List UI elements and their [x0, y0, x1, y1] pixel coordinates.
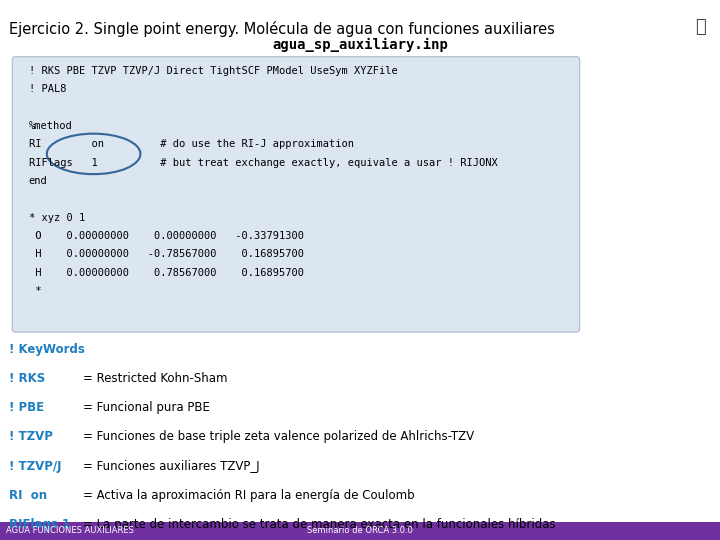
- FancyBboxPatch shape: [12, 57, 580, 332]
- Bar: [0, 522, 720, 540]
- Text: end: end: [29, 176, 48, 186]
- Text: H    0.00000000   -0.78567000    0.16895700: H 0.00000000 -0.78567000 0.16895700: [29, 249, 304, 260]
- Text: ! KeyWords: ! KeyWords: [9, 343, 85, 356]
- Text: 🚀: 🚀: [695, 18, 706, 36]
- Text: Seminario de ORCA 3.0.0: Seminario de ORCA 3.0.0: [307, 526, 413, 535]
- Text: * xyz 0 1: * xyz 0 1: [29, 213, 85, 223]
- Text: ! RKS PBE TZVP TZVP/J Direct TightSCF PModel UseSym XYZFile: ! RKS PBE TZVP TZVP/J Direct TightSCF PM…: [29, 66, 397, 76]
- Text: = La parte de intercambio se trata de manera exacta en la funcionales híbridas: = La parte de intercambio se trata de ma…: [83, 518, 555, 531]
- Text: ! TZVP/J: ! TZVP/J: [9, 460, 62, 472]
- Text: O    0.00000000    0.00000000   -0.33791300: O 0.00000000 0.00000000 -0.33791300: [29, 231, 304, 241]
- Text: = Funciones auxiliares TZVP_J: = Funciones auxiliares TZVP_J: [83, 460, 259, 472]
- Text: ! PBE: ! PBE: [9, 401, 45, 414]
- Text: RIFlags   1          # but treat exchange exactly, equivale a usar ! RIJONX: RIFlags 1 # but treat exchange exactly, …: [29, 158, 498, 168]
- Text: %method: %method: [29, 121, 73, 131]
- Text: = Funciones de base triple zeta valence polarized de Ahlrichs-TZV: = Funciones de base triple zeta valence …: [83, 430, 474, 443]
- Text: AGUA FUNCIONES AUXILIARES: AGUA FUNCIONES AUXILIARES: [6, 526, 134, 535]
- Text: RIFlags 1: RIFlags 1: [9, 518, 71, 531]
- Text: = Funcional pura PBE: = Funcional pura PBE: [83, 401, 210, 414]
- Text: = Activa la aproximación RI para la energía de Coulomb: = Activa la aproximación RI para la ener…: [83, 489, 415, 502]
- Text: agua_sp_auxiliary.inp: agua_sp_auxiliary.inp: [272, 38, 448, 52]
- Text: RI  on: RI on: [9, 489, 48, 502]
- Text: ! TZVP: ! TZVP: [9, 430, 53, 443]
- Text: = Restricted Kohn-Sham: = Restricted Kohn-Sham: [83, 372, 228, 385]
- Text: Ejercicio 2. Single point energy. Molécula de agua con funciones auxiliares: Ejercicio 2. Single point energy. Molécu…: [9, 21, 555, 37]
- Text: *: *: [29, 286, 41, 296]
- Text: H    0.00000000    0.78567000    0.16895700: H 0.00000000 0.78567000 0.16895700: [29, 268, 304, 278]
- Text: RI        on         # do use the RI-J approximation: RI on # do use the RI-J approximation: [29, 139, 354, 150]
- Text: ! RKS: ! RKS: [9, 372, 45, 385]
- Text: ! PAL8: ! PAL8: [29, 84, 66, 94]
